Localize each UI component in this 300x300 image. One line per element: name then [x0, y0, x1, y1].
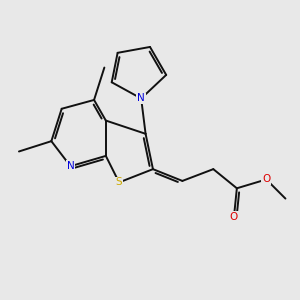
Text: N: N [137, 94, 145, 103]
Text: N: N [67, 161, 74, 171]
Text: O: O [230, 212, 238, 222]
Text: O: O [262, 174, 270, 184]
Text: S: S [116, 177, 122, 188]
